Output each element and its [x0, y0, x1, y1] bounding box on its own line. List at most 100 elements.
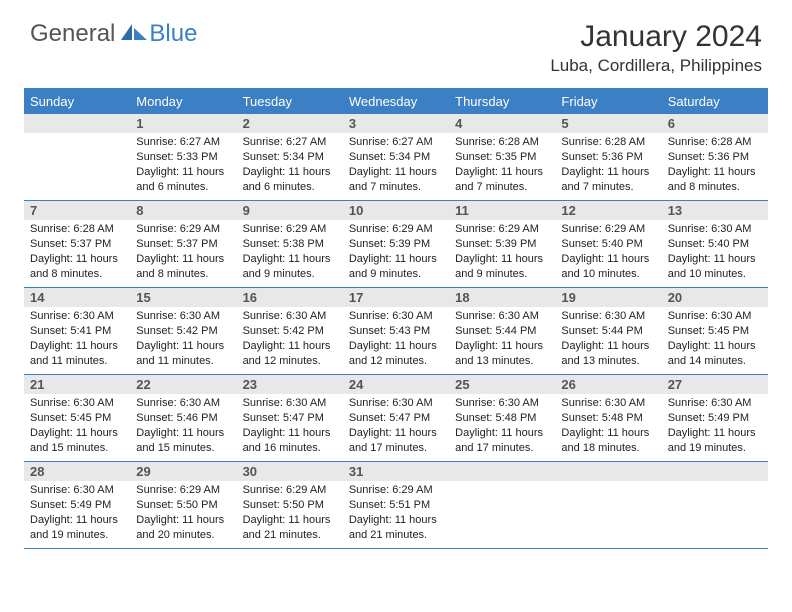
day-23: 23Sunrise: 6:30 AMSunset: 5:47 PMDayligh… [237, 375, 343, 461]
sunset-text: Sunset: 5:47 PM [349, 411, 443, 426]
daylight-text-1: Daylight: 11 hours [136, 165, 230, 180]
day-16: 16Sunrise: 6:30 AMSunset: 5:42 PMDayligh… [237, 288, 343, 374]
day-17: 17Sunrise: 6:30 AMSunset: 5:43 PMDayligh… [343, 288, 449, 374]
sunset-text: Sunset: 5:45 PM [30, 411, 124, 426]
sunrise-text: Sunrise: 6:30 AM [30, 309, 124, 324]
week-row: 7Sunrise: 6:28 AMSunset: 5:37 PMDaylight… [24, 201, 768, 288]
sunset-text: Sunset: 5:39 PM [455, 237, 549, 252]
logo-text-blue: Blue [149, 20, 197, 48]
daylight-text-2: and 16 minutes. [243, 441, 337, 456]
sunset-text: Sunset: 5:36 PM [561, 150, 655, 165]
sunrise-text: Sunrise: 6:28 AM [668, 135, 762, 150]
day-body: Sunrise: 6:30 AMSunset: 5:40 PMDaylight:… [662, 220, 768, 285]
day-body: Sunrise: 6:30 AMSunset: 5:48 PMDaylight:… [555, 394, 661, 459]
sunrise-text: Sunrise: 6:30 AM [455, 396, 549, 411]
day-number [24, 114, 130, 133]
day-number: 29 [130, 462, 236, 481]
sunrise-text: Sunrise: 6:27 AM [243, 135, 337, 150]
day-number: 3 [343, 114, 449, 133]
sunrise-text: Sunrise: 6:30 AM [561, 396, 655, 411]
sunset-text: Sunset: 5:35 PM [455, 150, 549, 165]
daylight-text-1: Daylight: 11 hours [30, 513, 124, 528]
day-number: 16 [237, 288, 343, 307]
day-body: Sunrise: 6:29 AMSunset: 5:39 PMDaylight:… [343, 220, 449, 285]
day-body: Sunrise: 6:30 AMSunset: 5:42 PMDaylight:… [130, 307, 236, 372]
sunset-text: Sunset: 5:40 PM [668, 237, 762, 252]
day-number: 17 [343, 288, 449, 307]
daylight-text-1: Daylight: 11 hours [136, 252, 230, 267]
weekday-tuesday: Tuesday [237, 90, 343, 114]
weekday-thursday: Thursday [449, 90, 555, 114]
day-body: Sunrise: 6:27 AMSunset: 5:33 PMDaylight:… [130, 133, 236, 198]
daylight-text-1: Daylight: 11 hours [455, 252, 549, 267]
sunrise-text: Sunrise: 6:30 AM [349, 309, 443, 324]
week-row: 21 Sunrise: 6:30 AM Sunset: 5:45 PM Dayligh… [24, 375, 768, 462]
day-number: 24 [343, 375, 449, 394]
daylight-text-2: and 21 minutes. [349, 528, 443, 543]
day-13: 13Sunrise: 6:30 AMSunset: 5:40 PMDayligh… [662, 201, 768, 287]
day-body: Sunrise: 6:30 AMSunset: 5:43 PMDaylight:… [343, 307, 449, 372]
day-body: Sunrise: 6:30 AMSunset: 5:45 PMDaylight:… [662, 307, 768, 372]
daylight-text-1: Daylight: 11 hours [349, 513, 443, 528]
sunset-text: Sunset: 5:39 PM [349, 237, 443, 252]
title-block: January 2024 Luba, Cordillera, Philippin… [550, 20, 762, 76]
day-10: 10Sunrise: 6:29 AMSunset: 5:39 PMDayligh… [343, 201, 449, 287]
daylight-text-1: Daylight: 11 hours [668, 339, 762, 354]
sunrise-text: Sunrise: 6:30 AM [136, 309, 230, 324]
sunset-text: Sunset: 5:51 PM [349, 498, 443, 513]
day-number: 19 [555, 288, 661, 307]
day-body: Sunrise: 6:30 AMSunset: 5:44 PMDaylight:… [449, 307, 555, 372]
day-number: 6 [662, 114, 768, 133]
day-number: 23 [237, 375, 343, 394]
daylight-text-1: Daylight: 11 hours [243, 513, 337, 528]
day-number: 20 [662, 288, 768, 307]
day-number: 28 [24, 462, 130, 481]
day-body: Sunrise: 6:28 AMSunset: 5:37 PMDaylight:… [24, 220, 130, 285]
sunset-text: Sunset: 5:44 PM [561, 324, 655, 339]
daylight-text-1: Daylight: 11 hours [561, 426, 655, 441]
sunrise-text: Sunrise: 6:29 AM [136, 483, 230, 498]
week-row: 14Sunrise: 6:30 AMSunset: 5:41 PMDayligh… [24, 288, 768, 375]
sunrise-text: Sunrise: 6:29 AM [561, 222, 655, 237]
sunset-text: Sunset: 5:37 PM [30, 237, 124, 252]
day-number: 21 [24, 375, 130, 394]
day-7: 7Sunrise: 6:28 AMSunset: 5:37 PMDaylight… [24, 201, 130, 287]
daylight-text-2: and 17 minutes. [349, 441, 443, 456]
day-body: Sunrise: 6:30 AMSunset: 5:41 PMDaylight:… [24, 307, 130, 372]
sunrise-text: Sunrise: 6:29 AM [455, 222, 549, 237]
week-row: 1Sunrise: 6:27 AMSunset: 5:33 PMDaylight… [24, 114, 768, 201]
day-body: Sunrise: 6:27 AMSunset: 5:34 PMDaylight:… [237, 133, 343, 198]
daylight-text-1: Daylight: 11 hours [136, 426, 230, 441]
sunrise-text: Sunrise: 6:27 AM [349, 135, 443, 150]
sunrise-text: Sunrise: 6:29 AM [243, 222, 337, 237]
day-body: Sunrise: 6:30 AMSunset: 5:49 PMDaylight:… [662, 394, 768, 459]
daylight-text-2: and 12 minutes. [243, 354, 337, 369]
sail-icon [121, 22, 147, 47]
daylight-text-1: Daylight: 11 hours [561, 339, 655, 354]
daylight-text-1: Daylight: 11 hours [30, 339, 124, 354]
sunrise-text: Sunrise: 6:30 AM [668, 396, 762, 411]
daylight-text-2: and 21 minutes. [243, 528, 337, 543]
daylight-text-2: and 13 minutes. [455, 354, 549, 369]
sunset-text: Sunset: 5:38 PM [243, 237, 337, 252]
day-number: 30 [237, 462, 343, 481]
daylight-text-1: Daylight: 11 hours [455, 165, 549, 180]
daylight-text-2: and 7 minutes. [349, 180, 443, 195]
daylight-text-2: and 6 minutes. [136, 180, 230, 195]
day-9: 9Sunrise: 6:29 AMSunset: 5:38 PMDaylight… [237, 201, 343, 287]
daylight-text-2: and 14 minutes. [668, 354, 762, 369]
day-number: 1 [130, 114, 236, 133]
sunset-text: Sunset: 5:33 PM [136, 150, 230, 165]
day-number [555, 462, 661, 481]
sunset-text: Sunset: 5:42 PM [243, 324, 337, 339]
daylight-text-2: and 19 minutes. [30, 528, 124, 543]
day-number: 31 [343, 462, 449, 481]
day-22: 22Sunrise: 6:30 AMSunset: 5:46 PMDayligh… [130, 375, 236, 461]
daylight-text-2: and 7 minutes. [561, 180, 655, 195]
sunset-text: Sunset: 5:46 PM [136, 411, 230, 426]
sunset-text: Sunset: 5:49 PM [30, 498, 124, 513]
sunset-text: Sunset: 5:50 PM [243, 498, 337, 513]
sunrise-text: Sunrise: 6:30 AM [455, 309, 549, 324]
day-number [662, 462, 768, 481]
day-body: Sunrise: 6:30 AMSunset: 5:49 PMDaylight:… [24, 481, 130, 546]
